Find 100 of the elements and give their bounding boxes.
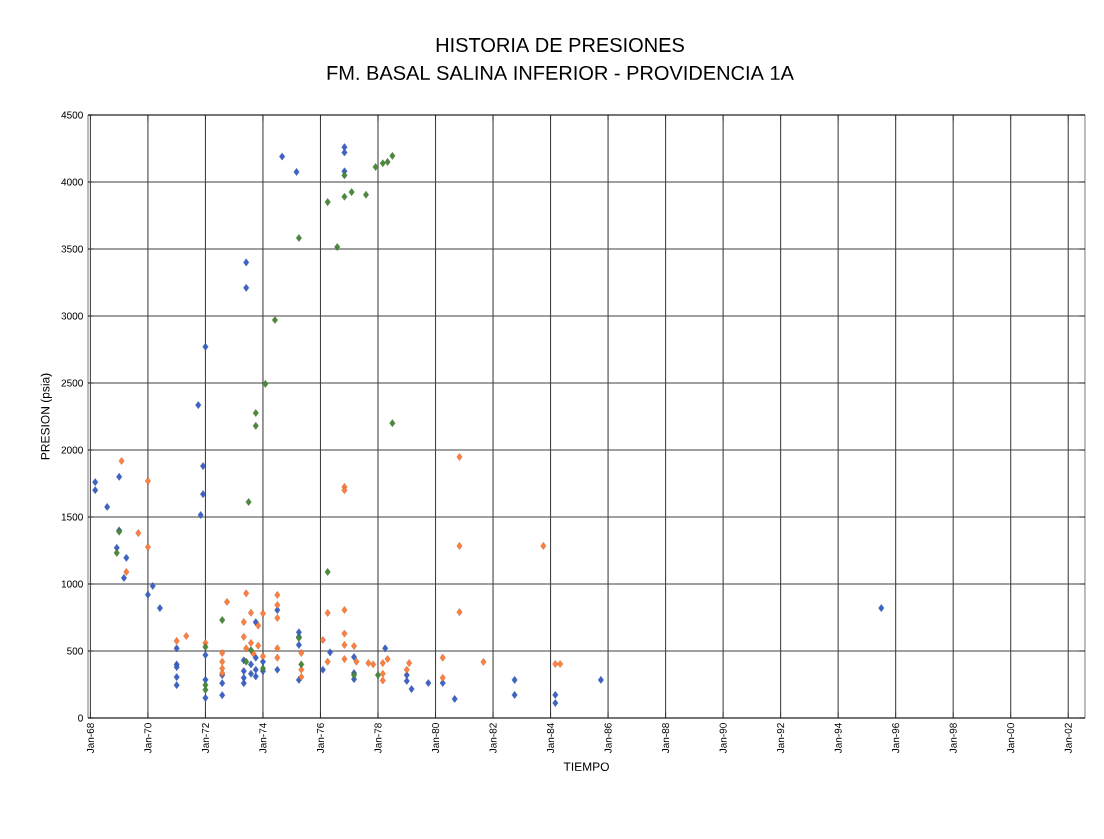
point (135, 529, 142, 537)
point (202, 643, 209, 651)
point (123, 568, 130, 576)
point (540, 542, 547, 550)
point (439, 673, 446, 682)
point (243, 589, 250, 598)
x-tick-label: Jan-92 (777, 723, 785, 754)
point (557, 660, 564, 668)
point (348, 188, 355, 196)
x-axis-title: TIEMPO (563, 762, 609, 771)
point (248, 646, 254, 654)
point (240, 618, 247, 626)
point (324, 609, 331, 617)
point (324, 198, 331, 206)
x-tick-label: Jan-70 (144, 723, 152, 754)
point (224, 598, 230, 606)
x-tick-label: Jan-82 (489, 723, 497, 754)
x-tick-label: Jan-94 (834, 722, 842, 754)
point (341, 171, 348, 180)
point (145, 543, 151, 551)
y-tick-label: 2000 (61, 446, 83, 454)
point (252, 409, 259, 417)
point (243, 644, 250, 653)
point (379, 669, 386, 678)
point (379, 676, 386, 685)
point (480, 658, 487, 666)
x-tick-label: Jan-84 (547, 722, 555, 754)
point (113, 549, 120, 557)
point (255, 621, 262, 630)
point (173, 637, 180, 645)
x-tick-label: Jan-68 (86, 723, 94, 754)
point (219, 657, 226, 666)
point (375, 671, 381, 679)
x-tick-label: Jan-78 (374, 723, 382, 754)
point (372, 163, 379, 171)
point (552, 660, 559, 668)
point (334, 243, 341, 251)
point (389, 152, 396, 160)
y-tick-label: 3500 (61, 245, 83, 253)
point (341, 629, 348, 638)
point (219, 616, 226, 624)
y-axis-title: PRESION (psia) (40, 373, 52, 460)
point (118, 457, 125, 465)
point (274, 591, 281, 599)
x-tick-label: Jan-76 (316, 723, 325, 754)
point (252, 422, 259, 430)
point (248, 639, 254, 647)
point (353, 657, 360, 666)
x-tick-label: Jan-80 (431, 723, 440, 754)
point (274, 601, 281, 609)
point (296, 234, 302, 242)
point (384, 655, 391, 663)
point (439, 653, 446, 662)
point (272, 316, 278, 324)
y-tick-label: 2500 (61, 379, 83, 387)
y-tick-label: 3000 (61, 312, 83, 320)
y-tick-label: 0 (78, 714, 83, 722)
point (262, 380, 269, 388)
point (240, 633, 247, 641)
point (298, 649, 305, 657)
point (389, 419, 396, 427)
point (406, 659, 413, 667)
point (341, 192, 348, 201)
y-tick-label: 4000 (61, 178, 83, 186)
point (145, 477, 151, 485)
x-tick-label: Jan-90 (719, 723, 727, 754)
chart-subtitle: FM. BASAL SALINA INFERIOR - PROVIDENCIA 1A (327, 65, 794, 81)
y-tick-label: 1000 (61, 580, 83, 588)
x-tick-label: Jan-96 (892, 723, 900, 754)
y-tick-label: 1500 (61, 513, 83, 521)
point (219, 649, 226, 657)
point (379, 159, 386, 168)
y-tick-label: 4500 (61, 111, 83, 119)
point (245, 498, 252, 506)
point (403, 665, 410, 674)
y-tick-label: 500 (67, 647, 83, 655)
x-tick-label: Jan-72 (201, 723, 209, 754)
point (319, 636, 326, 644)
point (370, 660, 377, 669)
point (248, 609, 254, 617)
point (202, 686, 209, 694)
point (324, 657, 331, 666)
point (379, 659, 386, 667)
point (274, 644, 281, 653)
x-tick-label: Jan-98 (949, 723, 957, 754)
point (365, 659, 372, 667)
point (341, 655, 348, 663)
point (274, 653, 281, 662)
point (324, 568, 331, 576)
point (255, 641, 262, 650)
x-tick-label: Jan-00 (1007, 723, 1015, 754)
x-tick-label: Jan-74 (259, 722, 267, 754)
point (351, 642, 357, 650)
point (341, 606, 348, 614)
x-tick-label: Jan-02 (1064, 723, 1072, 754)
point (456, 608, 463, 616)
x-tick-label: Jan-88 (662, 723, 670, 754)
point (183, 632, 190, 640)
chart-title: HISTORIA DE PRESIONES (436, 37, 684, 53)
point (298, 660, 305, 669)
